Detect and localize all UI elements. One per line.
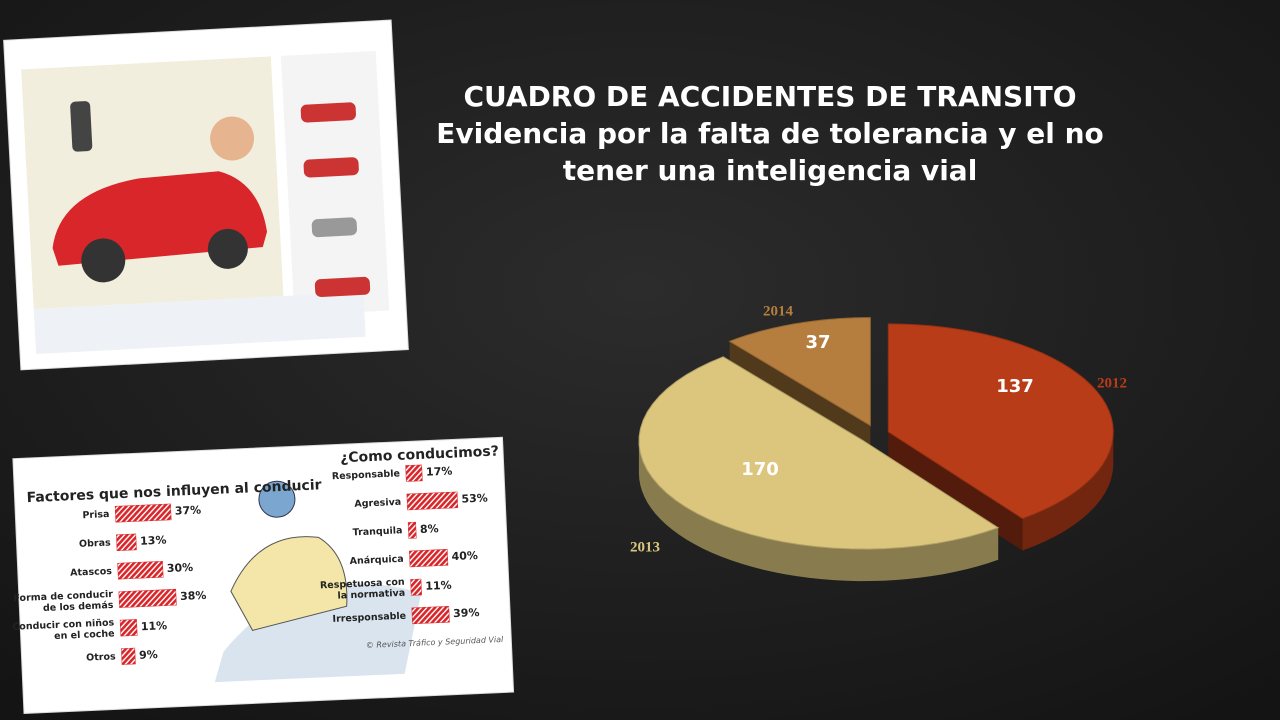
bar-category-label: Irresponsable	[332, 611, 406, 625]
bar-category-label: Tranquila	[352, 525, 402, 538]
slice-value-label: 137	[996, 376, 1034, 397]
slice-side	[1022, 431, 1114, 551]
bar-value-label: 8%	[420, 522, 439, 536]
bar-category-label: Prisa	[82, 509, 109, 521]
bar	[405, 464, 423, 482]
bar-category-label: Agresiva	[354, 497, 401, 510]
panel-title: ¿Como conducimos?	[340, 443, 499, 466]
bar-category-label: Responsable	[332, 468, 400, 482]
bar-category-label: Respetuosa conla normativa	[320, 576, 406, 602]
car-drawing	[230, 536, 348, 631]
wheel	[207, 228, 248, 269]
bar-value-label: 38%	[180, 589, 207, 603]
bar-value-label: 30%	[167, 561, 194, 575]
bar	[411, 606, 450, 625]
bar-category-label: Atascos	[70, 566, 113, 579]
pie-slice	[728, 317, 871, 427]
pie-slice	[887, 323, 1114, 520]
chart-subtitle: Evidencia por la falta de tolerancia y e…	[436, 117, 1104, 150]
bar	[121, 647, 136, 665]
bar-value-label: 53%	[461, 492, 488, 506]
bar	[114, 503, 172, 523]
bar	[407, 521, 417, 539]
bar-value-label: 11%	[425, 579, 452, 593]
slice-category-label: 2012	[1097, 375, 1127, 391]
bar	[118, 588, 177, 608]
bar-value-label: 9%	[139, 648, 158, 662]
slice-side	[638, 441, 999, 582]
bar-value-label: 40%	[451, 549, 478, 563]
bar-value-label: 11%	[141, 619, 168, 633]
bar-category-label: Conducir con niñosen el coche	[12, 617, 115, 643]
slice-category-label: 2013	[630, 539, 660, 555]
bar	[117, 560, 164, 580]
bar-category-label: Forma de conducirde los demás	[13, 588, 114, 614]
wheel	[81, 238, 126, 283]
bar-value-label: 17%	[426, 465, 453, 479]
bar-value-label: 13%	[140, 534, 167, 548]
bar	[409, 549, 449, 568]
pie-slice	[638, 356, 1000, 550]
driver-head	[210, 116, 255, 161]
infographic-image	[3, 19, 409, 371]
bar-category-label: Otros	[86, 651, 116, 663]
slice-wall	[888, 431, 1023, 551]
chart-subtitle: tener una inteligencia vial	[563, 154, 978, 187]
small-cars	[300, 102, 371, 298]
slice-value-label: 37	[805, 332, 830, 353]
slice-value-label: 170	[741, 459, 779, 480]
bar	[116, 533, 137, 551]
bar-category-label: Anárquica	[349, 554, 404, 567]
bar-value-label: 39%	[453, 606, 480, 620]
bar-value-label: 37%	[175, 504, 202, 518]
traffic-light	[70, 101, 93, 152]
image-panel	[33, 291, 366, 355]
road-drawing	[214, 583, 422, 683]
image-panel	[280, 50, 390, 316]
bar	[410, 578, 422, 596]
bar	[406, 491, 459, 511]
balloon-drawing	[258, 480, 296, 518]
bar	[119, 619, 138, 637]
infographic-image: Factores que nos influyen al conducirPri…	[12, 436, 515, 714]
slice-category-label: 2014	[763, 303, 794, 319]
chart-title: CUADRO DE ACCIDENTES DE TRANSITO	[463, 80, 1076, 113]
bar-category-label: Obras	[79, 537, 111, 549]
